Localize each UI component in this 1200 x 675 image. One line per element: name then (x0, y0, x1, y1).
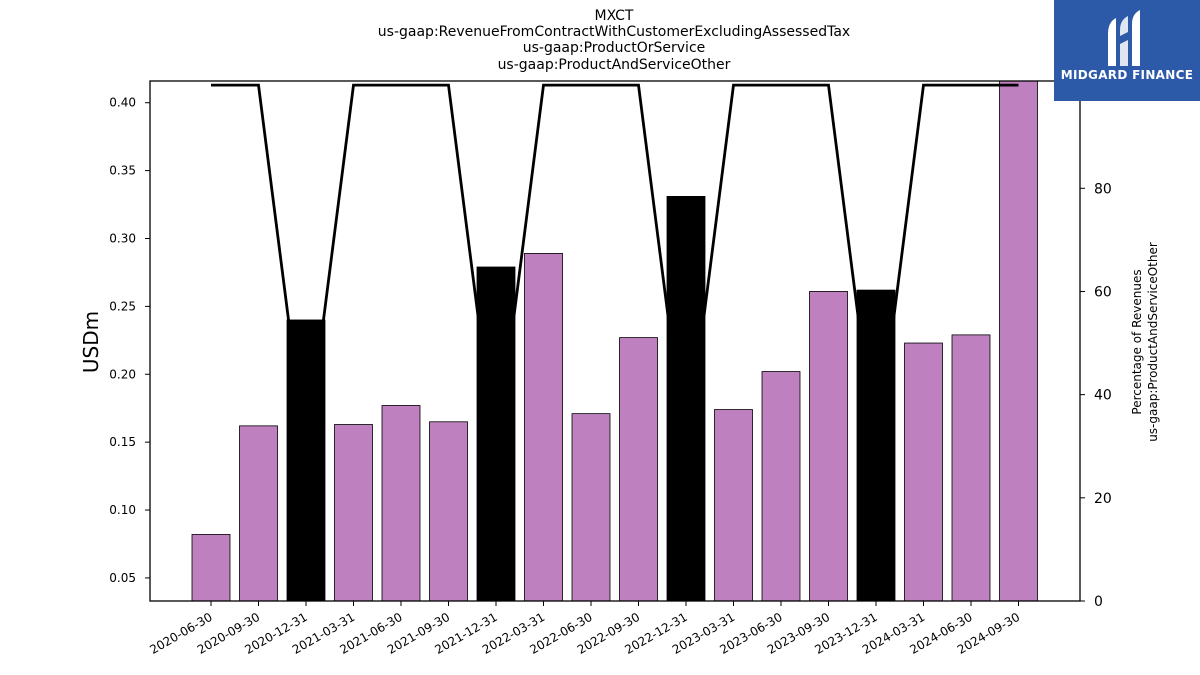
y-axis-right: 020406080100 (1080, 78, 1121, 610)
brand-logo: MIDGARD FINANCE (1054, 0, 1200, 101)
chart-title: MXCT us-gaap:RevenueFromContractWithCust… (378, 8, 850, 73)
chart-title-line-4: us-gaap:ProductAndServiceOther (498, 57, 731, 73)
bar-2021-06-30 (381, 405, 421, 602)
y-tick-label: 0.05 (109, 571, 136, 585)
bar-2022-06-30 (571, 413, 611, 602)
bar-2021-09-30 (429, 421, 468, 602)
logo-text: MIDGARD FINANCE (1060, 68, 1194, 82)
y2-tick-label: 80 (1094, 181, 1112, 197)
y2-tick-label: 40 (1094, 388, 1112, 404)
y2-axis-title-line-1: Percentage of Revenues (1130, 269, 1144, 414)
y2-tick-label: 0 (1094, 594, 1103, 610)
plot-frame (149, 80, 1081, 602)
bar-2022-03-31 (524, 253, 563, 602)
y-tick-label: 0.15 (109, 435, 136, 449)
y-axis-title: USDm (79, 311, 103, 373)
bar-2022-12-31 (666, 196, 706, 602)
y-tick-label: 0.40 (109, 96, 136, 110)
y-axis-left: 0.05 0.10 0.15 0.20 0.25 0.30 0.35 0.40 (109, 96, 150, 585)
bar-2024-09-30 (999, 80, 1038, 602)
chart-title-line-2: us-gaap:RevenueFromContractWithCustomerE… (378, 24, 850, 40)
y-tick-label: 0.10 (109, 503, 136, 517)
y2-axis-title-line-2: us-gaap:ProductAndServiceOther (1146, 242, 1160, 442)
bar-2024-03-31 (904, 342, 943, 602)
bar-2020-09-30 (239, 425, 278, 602)
y-tick-label: 0.30 (109, 231, 136, 245)
bar-2023-09-30 (809, 291, 848, 602)
percentage-line-series (211, 83, 1019, 457)
bar-2022-09-30 (619, 337, 658, 602)
chart-title-line-1: MXCT (595, 8, 634, 24)
y2-tick-label: 20 (1094, 491, 1112, 507)
percentage-line (211, 83, 1019, 457)
bar-2023-03-31 (714, 409, 753, 602)
y-tick-label: 0.35 (109, 164, 136, 178)
logo-mark-icon (1108, 10, 1140, 66)
y-tick-label: 0.25 (109, 299, 136, 313)
bar-2021-12-31 (476, 266, 516, 602)
y2-tick-label: 60 (1094, 284, 1112, 300)
x-axis: 2020-06-302020-09-302020-12-312021-03-31… (147, 601, 1022, 657)
chart-title-line-3: us-gaap:ProductOrService (523, 40, 706, 56)
bar-2020-06-30 (191, 534, 231, 602)
y-tick-label: 0.20 (109, 367, 136, 381)
bar-2023-06-30 (761, 371, 801, 602)
bar-series (191, 80, 1038, 602)
bar-2024-06-30 (951, 334, 991, 602)
bar-2021-03-31 (334, 424, 373, 602)
